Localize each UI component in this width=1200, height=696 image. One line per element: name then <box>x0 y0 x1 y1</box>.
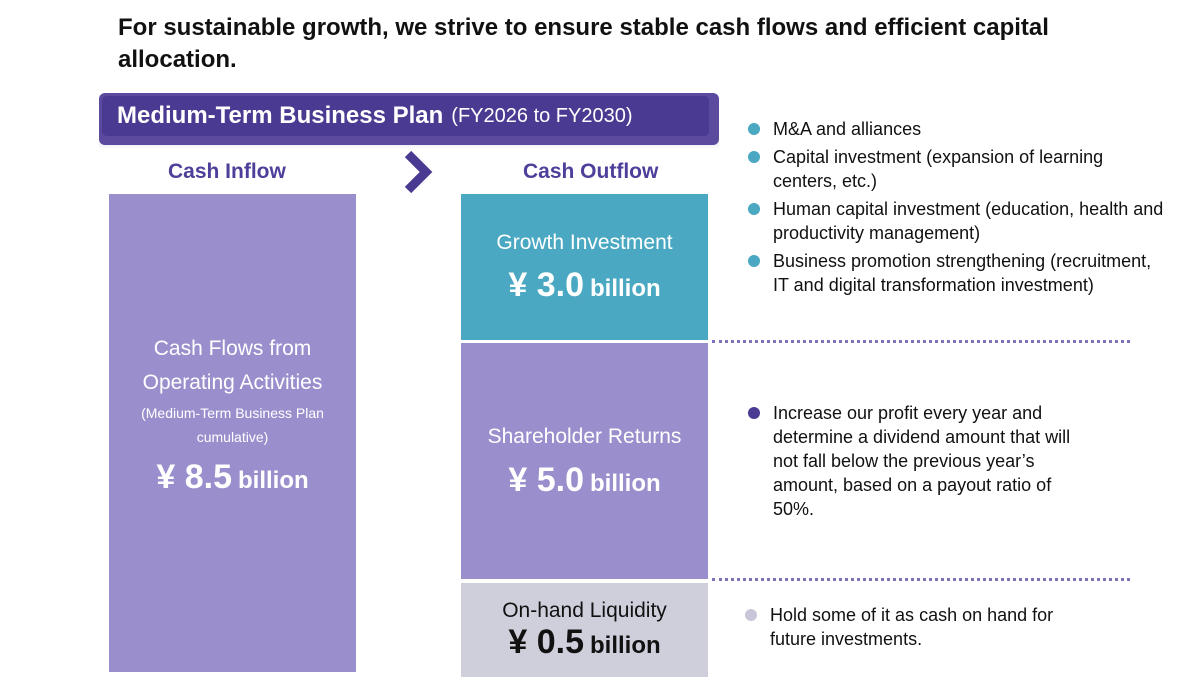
cash-inflow-label: Cash Inflow <box>168 160 286 183</box>
shareholder-returns-box: Shareholder Returns ¥ 5.0 billion <box>461 343 708 579</box>
plan-banner-inner: Medium-Term Business Plan (FY2026 to FY2… <box>102 96 709 136</box>
bullet-dot-icon <box>745 609 757 621</box>
growth-amount-value: ¥ 3.0 <box>508 266 584 304</box>
inflow-amount-unit: billion <box>237 467 309 494</box>
shareholder-amount: ¥ 5.0 billion <box>461 461 708 500</box>
shareholder-bullet-list: Increase our profit every year and deter… <box>748 401 1088 521</box>
bullet-text: Increase our profit every year and deter… <box>773 403 1071 519</box>
bullet-dot-icon <box>748 407 760 419</box>
bullet-text: Hold some of it as cash on hand for futu… <box>770 605 1054 649</box>
inflow-line1: Cash Flows from <box>153 337 312 360</box>
bullet-dot-icon <box>748 151 760 163</box>
liquidity-amount-unit: billion <box>589 632 661 659</box>
list-item: Hold some of it as cash on hand for futu… <box>745 603 1075 651</box>
list-item: Increase our profit every year and deter… <box>748 401 1088 521</box>
cash-inflow-box: Cash Flows from Operating Activities (Me… <box>109 194 356 672</box>
inflow-amount-value: ¥ 8.5 <box>156 458 232 496</box>
growth-bullet-list: M&A and alliances Capital investment (ex… <box>748 117 1168 301</box>
shareholder-amount-unit: billion <box>589 470 661 497</box>
liquidity-amount: ¥ 0.5 billion <box>461 623 708 662</box>
inflow-note1: (Medium-Term Business Plan <box>141 405 324 421</box>
bullet-text: Human capital investment (education, hea… <box>773 199 1164 243</box>
bullet-text: Business promotion strengthening (recrui… <box>773 251 1152 295</box>
on-hand-liquidity-box: On-hand Liquidity ¥ 0.5 billion <box>461 583 708 677</box>
growth-amount: ¥ 3.0 billion <box>461 266 708 305</box>
growth-investment-box: Growth Investment ¥ 3.0 billion <box>461 194 708 340</box>
inflow-amount: ¥ 8.5 billion <box>109 458 356 497</box>
plan-title: Medium-Term Business Plan <box>117 102 444 129</box>
dotted-divider-2 <box>712 578 1130 581</box>
list-item: Business promotion strengthening (recrui… <box>748 249 1168 297</box>
chevron-right-icon <box>404 150 433 194</box>
liquidity-amount-value: ¥ 0.5 <box>508 623 584 661</box>
liquidity-title: On-hand Liquidity <box>502 599 667 622</box>
liquidity-bullet-list: Hold some of it as cash on hand for futu… <box>745 603 1075 651</box>
dotted-divider-1 <box>712 340 1130 343</box>
shareholder-title: Shareholder Returns <box>487 425 682 448</box>
bullet-dot-icon <box>748 123 760 135</box>
inflow-line2: Operating Activities <box>142 371 323 394</box>
inflow-note2: cumulative) <box>196 429 269 445</box>
bullet-text: M&A and alliances <box>773 119 922 139</box>
headline: For sustainable growth, we strive to ens… <box>118 14 1049 73</box>
growth-amount-unit: billion <box>589 275 661 302</box>
bullet-dot-icon <box>748 203 760 215</box>
plan-banner: Medium-Term Business Plan (FY2026 to FY2… <box>99 93 719 145</box>
list-item: Capital investment (expansion of learnin… <box>748 145 1168 193</box>
list-item: M&A and alliances <box>748 117 1168 141</box>
plan-range: (FY2026 to FY2030) <box>451 104 633 127</box>
shareholder-amount-value: ¥ 5.0 <box>508 461 584 499</box>
list-item: Human capital investment (education, hea… <box>748 197 1168 245</box>
growth-title: Growth Investment <box>496 231 673 254</box>
cash-outflow-label: Cash Outflow <box>523 160 659 183</box>
bullet-dot-icon <box>748 255 760 267</box>
bullet-text: Capital investment (expansion of learnin… <box>773 147 1104 191</box>
